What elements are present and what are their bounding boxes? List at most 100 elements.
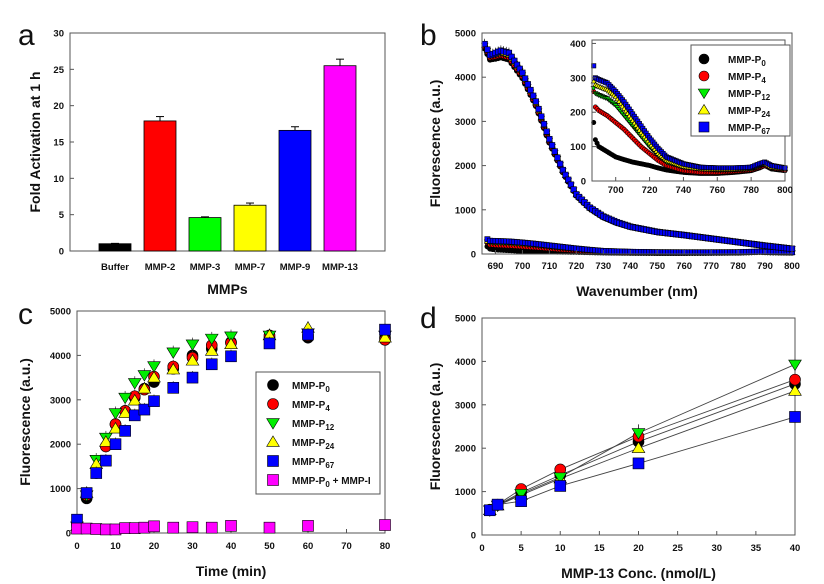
legend-label-text: MMP-P [728, 123, 762, 134]
x-tick-label: 10 [555, 543, 566, 554]
x-tick-label: MMP-13 [322, 262, 358, 273]
y-axis-title: Fluorescence (a.u.) [427, 363, 443, 491]
legend-label: MMP-P67 [728, 123, 771, 136]
data-point [80, 487, 93, 499]
data-point [204, 344, 219, 356]
legend-label-text: MMP-P [728, 55, 762, 66]
legend-label: MMP-P12 [728, 89, 771, 102]
data-point [554, 480, 567, 492]
x-tick-label: 720 [642, 185, 658, 196]
x-tick-label: Buffer [101, 262, 129, 273]
legend-marker [698, 53, 710, 65]
x-tick-label: 760 [676, 261, 692, 272]
x-tick-label: 25 [672, 543, 683, 554]
x-tick-label: MMP-2 [145, 262, 176, 273]
x-axis-title: MMP-13 Conc. (nmol/L) [561, 565, 716, 581]
data-point [166, 362, 181, 375]
data-point [148, 395, 160, 407]
data-point [546, 135, 553, 143]
x-tick-label: 700 [515, 261, 531, 272]
data-point [118, 406, 132, 418]
data-point [166, 347, 181, 359]
data-point [109, 438, 122, 451]
data-point [127, 394, 142, 406]
data-point [263, 337, 276, 350]
data-point [186, 371, 199, 384]
y-tick-label: 5000 [455, 314, 476, 325]
data-point [788, 359, 802, 372]
legend-marker [266, 435, 280, 447]
bar-mmp-9 [278, 129, 312, 252]
data-point [491, 498, 504, 511]
panel-d: d 0 1000 2000 3000 4000 5000 0 5 10 15 20 25 30 35 40 MM… [420, 302, 802, 581]
data-point [186, 521, 199, 534]
x-tick-label: 40 [226, 541, 237, 552]
y-tick-label: 15 [53, 138, 64, 149]
x-axis-title: Time (min) [196, 563, 267, 579]
x-tick-label: 790 [757, 261, 773, 272]
x-tick-label: 800 [784, 261, 800, 272]
data-point [224, 331, 238, 343]
x-tick-label: MMP-3 [190, 262, 221, 273]
legend-label-subscript: 0 [325, 385, 330, 394]
data-point [167, 521, 180, 534]
x-tick-label: 20 [633, 543, 644, 554]
legend-label: MMP-P0 + MMP-I [292, 476, 371, 489]
legend-marker [698, 70, 710, 82]
y-tick-label: 0 [471, 531, 476, 542]
panel-a: a 0 5 10 15 20 25 30 Buffer MMP-2 MMP-3 MMP-7 MMP-9 M… [18, 19, 386, 297]
legend-label-text: MMP-P [292, 400, 326, 411]
legend-marker [267, 398, 279, 410]
y-tick-label: 3000 [455, 117, 476, 128]
data-point [118, 392, 132, 405]
y-tick-label: 5000 [455, 29, 476, 40]
data-point [167, 382, 180, 394]
legend: MMP-P0MMP-P4MMP-P12MMP-P24MMP-P67MMP-P0 … [255, 371, 381, 495]
panel-label: c [18, 298, 33, 331]
legend-label: MMP-P12 [292, 419, 335, 432]
data-point [137, 370, 152, 382]
x-tick-label: 30 [187, 541, 198, 552]
bar-mmp-3 [188, 217, 222, 252]
data-point [789, 411, 801, 423]
legend-marker [266, 418, 280, 430]
bar-mmp-2 [143, 120, 177, 252]
y-tick-label: 3000 [50, 395, 71, 406]
legend-label-text: MMP-P [292, 419, 326, 430]
x-tick-label: 800 [777, 185, 793, 196]
data-point [530, 92, 537, 99]
y-tick-label: 2000 [50, 440, 71, 451]
data-point [551, 148, 558, 155]
data-point [522, 75, 529, 82]
data-point [148, 520, 160, 533]
x-tick-label: 35 [751, 543, 762, 554]
data-point [127, 378, 142, 390]
x-tick-label: 0 [74, 541, 79, 552]
x-tick-label: MMP-7 [235, 262, 266, 273]
y-tick-label: 2000 [455, 444, 476, 455]
legend-label-subscript: 0 [325, 480, 330, 489]
data-point [147, 361, 161, 373]
data-point [100, 454, 112, 467]
data-point [204, 333, 219, 346]
data-point [225, 350, 237, 363]
x-tick-label: 780 [743, 185, 759, 196]
y-axis-title: Fold Activation at 1 h [27, 71, 43, 212]
x-tick-label: 690 [488, 261, 504, 272]
legend-marker [697, 103, 711, 115]
data-point [378, 331, 392, 343]
legend-label-subscript: 0 [761, 59, 766, 68]
panel-label: b [420, 19, 437, 52]
legend-label-text: MMP-P [292, 476, 326, 487]
legend-marker [697, 88, 711, 100]
y-tick-label: 25 [53, 65, 64, 76]
y-tick-label: 2000 [455, 161, 476, 172]
x-tick-label: 710 [541, 261, 557, 272]
legend-label: MMP-P24 [292, 438, 335, 451]
x-tick-label: 760 [709, 185, 725, 196]
y-tick-label: 5 [59, 210, 65, 221]
data-point [205, 521, 218, 534]
y-tick-label: 10 [53, 174, 64, 185]
y-tick-label: 0 [66, 529, 71, 540]
